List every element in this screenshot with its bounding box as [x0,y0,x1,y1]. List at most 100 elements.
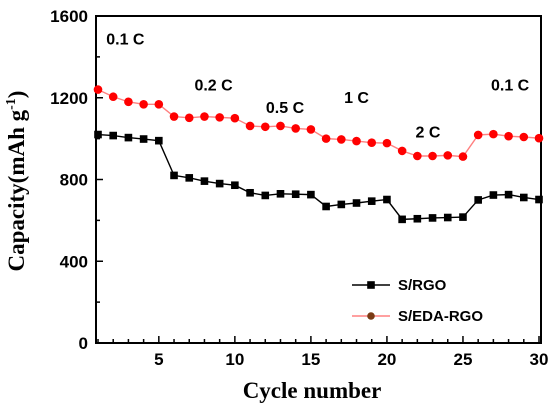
data-point [94,130,102,139]
data-point [108,92,118,102]
data-point [170,171,178,180]
data-point [474,196,482,204]
data-point [322,202,330,211]
data-point [139,99,148,109]
rate-label: 0.2 C [194,78,233,95]
data-point [383,195,391,204]
data-point [534,133,544,143]
data-point [443,213,452,222]
rate-label: 2 C [416,125,441,142]
rate-annotations: 0.1 C 0.2 C 0.5 C 1 C 2 C 0.1 C [106,32,529,142]
x-tick-label: 5 [154,350,163,369]
y-tick-label: 1200 [50,89,88,108]
series-s-rgo [94,130,543,224]
data-point [519,193,528,202]
y-axis-title-close: ) [4,91,29,99]
data-point [473,130,483,140]
legend-label: S/EDA-RGO [398,308,483,325]
data-point [245,121,255,131]
data-point [489,129,498,139]
data-point [276,190,285,198]
data-point [382,138,392,148]
y-tick-label: 800 [60,171,88,190]
legend-item-s-rgo: S/RGO [352,277,447,294]
y-axis-title-sup: -1 [4,98,19,110]
data-point [231,181,239,190]
x-tick-label: 30 [530,350,549,369]
data-point [321,134,331,143]
data-point [200,112,209,121]
data-point [291,190,300,199]
y-tick-label: 400 [60,252,88,271]
x-tick-label: 25 [454,350,473,369]
plot-border [95,15,542,344]
data-point [337,135,346,144]
data-point [398,215,406,224]
data-point [367,138,377,148]
legend-marker-square [367,281,375,289]
series-line-s-eda-rgo [97,88,540,158]
rate-label: 0.5 C [266,100,305,117]
data-point [154,99,164,109]
data-point [413,151,422,161]
data-point [230,113,240,123]
data-point [276,121,285,131]
data-point [352,136,361,146]
y-tick-label: 1600 [50,7,88,26]
data-point [184,113,194,123]
data-point [169,112,179,121]
rate-label: 0.1 C [491,78,530,95]
y-axis-ticks: 0 400 800 1200 1600 [50,7,103,353]
legend: S/RGO S/EDA-RGO [352,277,483,325]
rate-label: 1 C [344,90,369,107]
series-layer [93,85,544,224]
data-point [215,179,224,188]
x-tick-label: 10 [225,350,244,369]
x-tick-label: 20 [377,350,396,369]
data-point [352,199,361,207]
data-point [246,188,254,197]
data-point [367,197,376,205]
rate-label: 0.1 C [106,32,145,49]
series-line-s-rgo [97,133,540,221]
data-point [519,132,529,142]
data-point [155,136,163,145]
data-point [124,133,133,142]
data-point [307,190,315,199]
x-axis-title: Cycle number [243,378,382,403]
data-point [93,85,103,94]
legend-item-s-eda-rgo: S/EDA-RGO [352,308,483,325]
legend-marker-circle [367,312,375,320]
data-point [109,131,118,140]
x-tick-label: 15 [301,350,320,369]
data-point [261,191,270,200]
data-point [260,122,270,132]
data-point [428,214,437,222]
data-point [504,131,513,141]
data-point [124,97,133,107]
data-point [428,151,437,161]
data-point [306,125,316,134]
data-point [291,124,300,133]
x-axis-ticks: 5 10 15 20 25 30 [97,336,549,369]
data-point [443,151,453,160]
data-point [504,190,513,199]
data-point [185,174,194,182]
data-point [337,200,346,209]
data-point [413,214,422,223]
data-point [458,152,468,161]
data-point [200,177,209,185]
data-point [535,195,543,204]
data-point [489,191,498,199]
data-point [459,213,467,221]
data-point [397,146,407,156]
y-axis-title: Capacity(mAh g-1) [4,91,29,272]
y-tick-label: 0 [79,334,88,353]
legend-label: S/RGO [398,277,447,294]
series-s-eda-rgo [93,85,544,161]
plot-frame [95,15,542,344]
y-axis-title-main: Capacity(mAh g [4,109,29,271]
data-point [215,113,224,122]
data-point [139,135,148,143]
